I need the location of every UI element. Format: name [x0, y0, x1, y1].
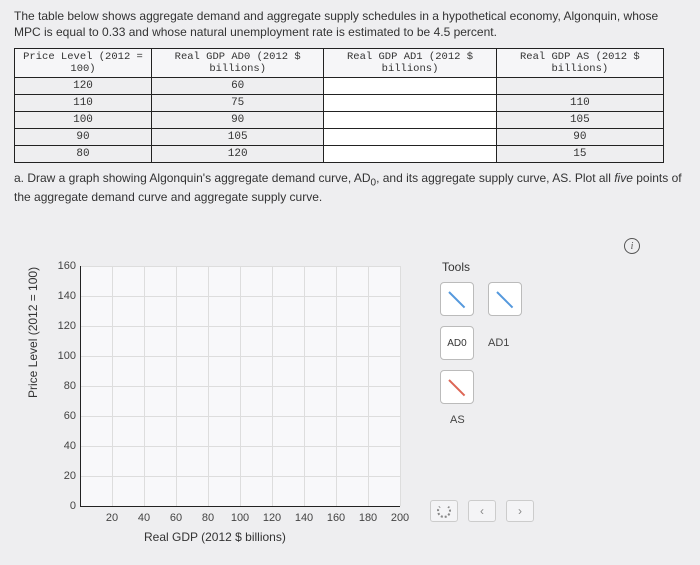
grid-line: [336, 266, 337, 506]
table-row: 90 105 90: [15, 129, 664, 146]
cell: 75: [152, 95, 324, 112]
cell: 90: [152, 112, 324, 129]
cell: 15: [496, 146, 663, 163]
grid-line: [368, 266, 369, 506]
tools-title: Tools: [440, 260, 610, 274]
y-tick-label: 140: [54, 290, 76, 302]
q-part: , and its aggregate supply curve, AS. Pl…: [376, 171, 614, 185]
y-tick-label: 100: [54, 350, 76, 362]
input-cell[interactable]: [324, 78, 496, 95]
col-header: Real GDP AD1 (2012 $ billions): [324, 49, 496, 78]
input-cell[interactable]: [324, 95, 496, 112]
y-tick-label: 120: [54, 320, 76, 332]
x-tick-label: 100: [231, 512, 249, 524]
grid-line: [240, 266, 241, 506]
table-row: 80 120 15: [15, 146, 664, 163]
cell: 105: [496, 112, 663, 129]
grid-line: [208, 266, 209, 506]
line-icon: [447, 377, 467, 397]
y-tick-label: 160: [54, 260, 76, 272]
x-tick-label: 200: [391, 512, 409, 524]
cell: 90: [496, 129, 663, 146]
input-cell[interactable]: [324, 146, 496, 163]
x-axis: [80, 506, 400, 507]
table-row: 110 75 110: [15, 95, 664, 112]
cell: 110: [496, 95, 663, 112]
q-em: five: [614, 171, 633, 185]
tool-line-button[interactable]: [488, 282, 522, 316]
info-icon[interactable]: i: [624, 238, 640, 254]
q-part: a. Draw a graph showing Algonquin's aggr…: [14, 171, 371, 185]
grid-line: [400, 266, 401, 506]
y-tick-label: 80: [54, 380, 76, 392]
line-icon: [447, 289, 467, 309]
col-header: Real GDP AD0 (2012 $ billions): [152, 49, 324, 78]
grid-line: [272, 266, 273, 506]
tool-ad0-button[interactable]: AD0: [440, 326, 474, 360]
question-text: a. Draw a graph showing Algonquin's aggr…: [0, 169, 700, 211]
chart-plot-area[interactable]: [80, 266, 400, 506]
col-header: Real GDP AS (2012 $ billions): [496, 49, 663, 78]
x-tick-label: 20: [106, 512, 118, 524]
prev-button[interactable]: ‹: [468, 500, 496, 522]
x-tick-label: 120: [263, 512, 281, 524]
refresh-button[interactable]: [430, 500, 458, 522]
grid-line: [144, 266, 145, 506]
x-tick-label: 60: [170, 512, 182, 524]
data-table: Price Level (2012 = 100) Real GDP AD0 (2…: [14, 48, 664, 163]
col-header: Price Level (2012 = 100): [15, 49, 152, 78]
tool-label: AD0: [447, 338, 466, 349]
cell: [496, 78, 663, 95]
cell: 110: [15, 95, 152, 112]
bottom-toolbar: ‹ ›: [430, 500, 534, 522]
table-row: 120 60: [15, 78, 664, 95]
x-tick-label: 140: [295, 512, 313, 524]
refresh-icon: [437, 504, 451, 518]
y-tick-label: 20: [54, 470, 76, 482]
x-tick-label: 180: [359, 512, 377, 524]
tool-line-button[interactable]: [440, 370, 474, 404]
cell: 60: [152, 78, 324, 95]
y-axis-label: Price Level (2012 = 100): [26, 267, 40, 398]
x-tick-label: 80: [202, 512, 214, 524]
tools-panel: Tools AD0 AD1 AS: [440, 260, 610, 460]
cell: 105: [152, 129, 324, 146]
cell: 100: [15, 112, 152, 129]
tool-ad1-label: AD1: [488, 337, 509, 349]
cell: 90: [15, 129, 152, 146]
cell: 120: [152, 146, 324, 163]
table-row: 100 90 105: [15, 112, 664, 129]
cell: 80: [15, 146, 152, 163]
input-cell[interactable]: [324, 129, 496, 146]
line-icon: [495, 289, 515, 309]
y-tick-label: 40: [54, 440, 76, 452]
y-tick-label: 60: [54, 410, 76, 422]
intro-text: The table below shows aggregate demand a…: [0, 0, 700, 44]
input-cell[interactable]: [324, 112, 496, 129]
grid-line: [304, 266, 305, 506]
grid-line: [112, 266, 113, 506]
x-tick-label: 160: [327, 512, 345, 524]
x-axis-label: Real GDP (2012 $ billions): [144, 530, 286, 544]
chart-area: Price Level (2012 = 100) Real GDP (2012 …: [24, 258, 424, 558]
tool-line-button[interactable]: [440, 282, 474, 316]
tool-as-label: AS: [450, 414, 465, 426]
y-axis: [80, 266, 81, 506]
x-tick-label: 40: [138, 512, 150, 524]
y-tick-label: 0: [54, 500, 76, 512]
grid-line: [176, 266, 177, 506]
cell: 120: [15, 78, 152, 95]
next-button[interactable]: ›: [506, 500, 534, 522]
